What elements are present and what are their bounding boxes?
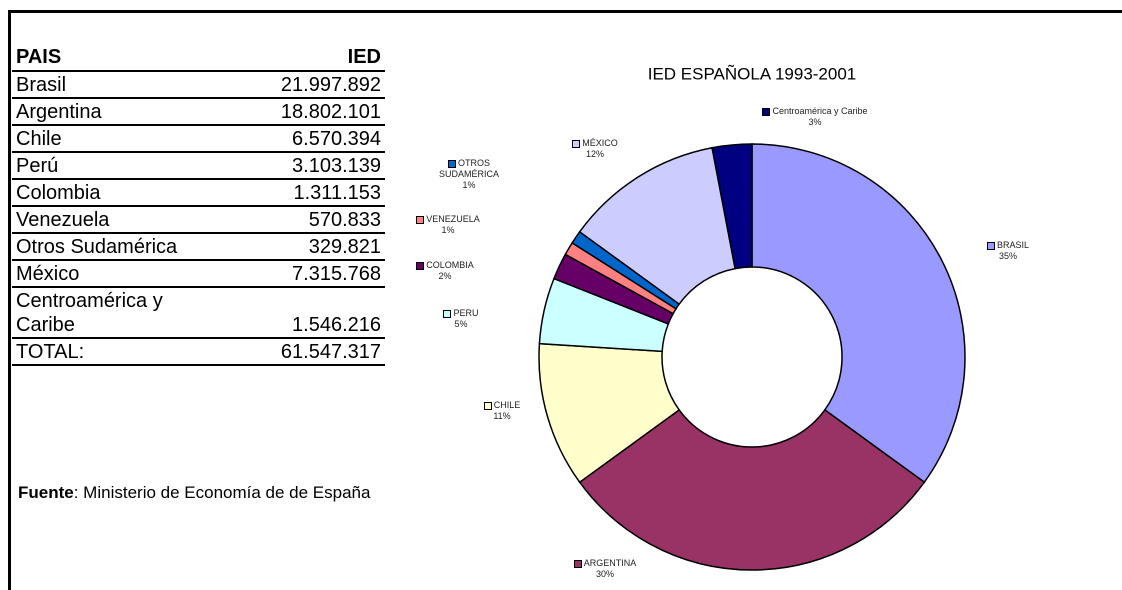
slice-name: BRASIL [996, 240, 1029, 250]
table-cell: Colombia [12, 179, 215, 207]
slice-percent: 11% [493, 411, 511, 421]
header-cell: PAIS [12, 44, 215, 72]
table-cell: Argentina [12, 98, 215, 126]
table-cell: 18.802.101 [215, 98, 385, 126]
table-cell: Otros Sudamérica [12, 233, 215, 261]
table-cell: 7.315.768 [215, 260, 385, 288]
total-cell: 61.547.317 [215, 338, 385, 366]
slice-percent: 1% [441, 225, 455, 235]
table-row: Argentina 18.802.101 [12, 98, 385, 126]
slice-name: Centroamérica y Caribe [772, 106, 868, 116]
legend-swatch [483, 401, 492, 410]
table-cell: México [12, 260, 215, 288]
table-cell: Centroamérica y Caribe [12, 287, 215, 339]
slice-label: CHILE 11% [472, 400, 532, 422]
donut-slice [711, 143, 753, 270]
table-cell: 3.103.139 [215, 152, 385, 180]
table-cell: 6.570.394 [215, 125, 385, 153]
table-cell: 21.997.892 [215, 71, 385, 99]
total-cell: TOTAL: [12, 338, 215, 366]
table-row: Brasil 21.997.892 [12, 71, 385, 99]
source-label: Fuente [18, 483, 74, 502]
table-row: Centroamérica y Caribe 1.546.216 [12, 287, 385, 339]
slice-label: ARGENTINA 30% [560, 558, 650, 580]
slice-label: VENEZUELA 1% [412, 214, 484, 236]
slice-name: ARGENTINA [583, 558, 637, 568]
table-cell: 570.833 [215, 206, 385, 234]
slice-percent: 30% [595, 569, 614, 579]
slice-name: COLOMBIA [426, 260, 474, 270]
chart-title: IED ESPAÑOLA 1993-2001 [648, 64, 857, 83]
slice-percent: 2% [438, 271, 452, 281]
slice-percent: 5% [454, 319, 468, 329]
donut-slice [751, 143, 966, 484]
slice-name: OTROS SUDAMÉRICA [438, 158, 499, 179]
donut-slice [578, 408, 926, 571]
total-row: TOTAL: 61.547.317 [12, 338, 385, 366]
legend-swatch [572, 139, 581, 148]
table-row: Perú 3.103.139 [12, 152, 385, 180]
slice-label: BRASIL 35% [968, 240, 1048, 262]
table-cell: Chile [12, 125, 215, 153]
slice-name: MÉXICO [582, 138, 618, 148]
legend-swatch [447, 159, 456, 168]
slice-percent: 35% [998, 251, 1017, 261]
slice-name: CHILE [493, 400, 521, 410]
slice-percent: 12% [585, 149, 604, 159]
legend-swatch [416, 215, 425, 224]
legend-swatch [573, 559, 582, 568]
table-cell: 1.546.216 [215, 287, 385, 339]
table-row: México 7.315.768 [12, 260, 385, 288]
table-cell: 329.821 [215, 233, 385, 261]
legend-swatch [416, 261, 425, 270]
legend-swatch [762, 107, 771, 116]
data-table: PAIS IED Brasil 21.997.892 Argentina 18.802.1… [12, 44, 385, 366]
source-text: : Ministerio de Economía de de España [73, 483, 371, 502]
slice-label: Centroamérica y Caribe 3% [756, 106, 874, 128]
frame-line [8, 10, 11, 590]
frame-line [8, 10, 1122, 13]
table-row: Chile 6.570.394 [12, 125, 385, 153]
legend-swatch [986, 241, 995, 250]
slice-label: COLOMBIA 2% [410, 260, 480, 282]
slice-name: VENEZUELA [426, 214, 480, 224]
table-cell: Venezuela [12, 206, 215, 234]
slice-percent: 1% [462, 180, 476, 190]
slice-percent: 3% [808, 117, 822, 127]
table-row: Colombia 1.311.153 [12, 179, 385, 207]
donut-slice [538, 342, 681, 484]
table-cell: Perú [12, 152, 215, 180]
table-row: Otros Sudamérica 329.821 [12, 233, 385, 261]
slice-label: PERU 5% [436, 308, 486, 330]
table-cell: Brasil [12, 71, 215, 99]
slice-label: OTROS SUDAMÉRICA 1% [424, 158, 514, 191]
table-cell: 1.311.153 [215, 179, 385, 207]
slice-name: PERU [453, 308, 479, 318]
table-row: Venezuela 570.833 [12, 206, 385, 234]
donut-slice [578, 146, 737, 306]
source-note: Fuente: Ministerio de Economía de de Esp… [18, 480, 398, 506]
slice-label: MÉXICO 12% [560, 138, 630, 160]
header-cell: IED [215, 44, 385, 72]
legend-swatch [443, 309, 452, 318]
